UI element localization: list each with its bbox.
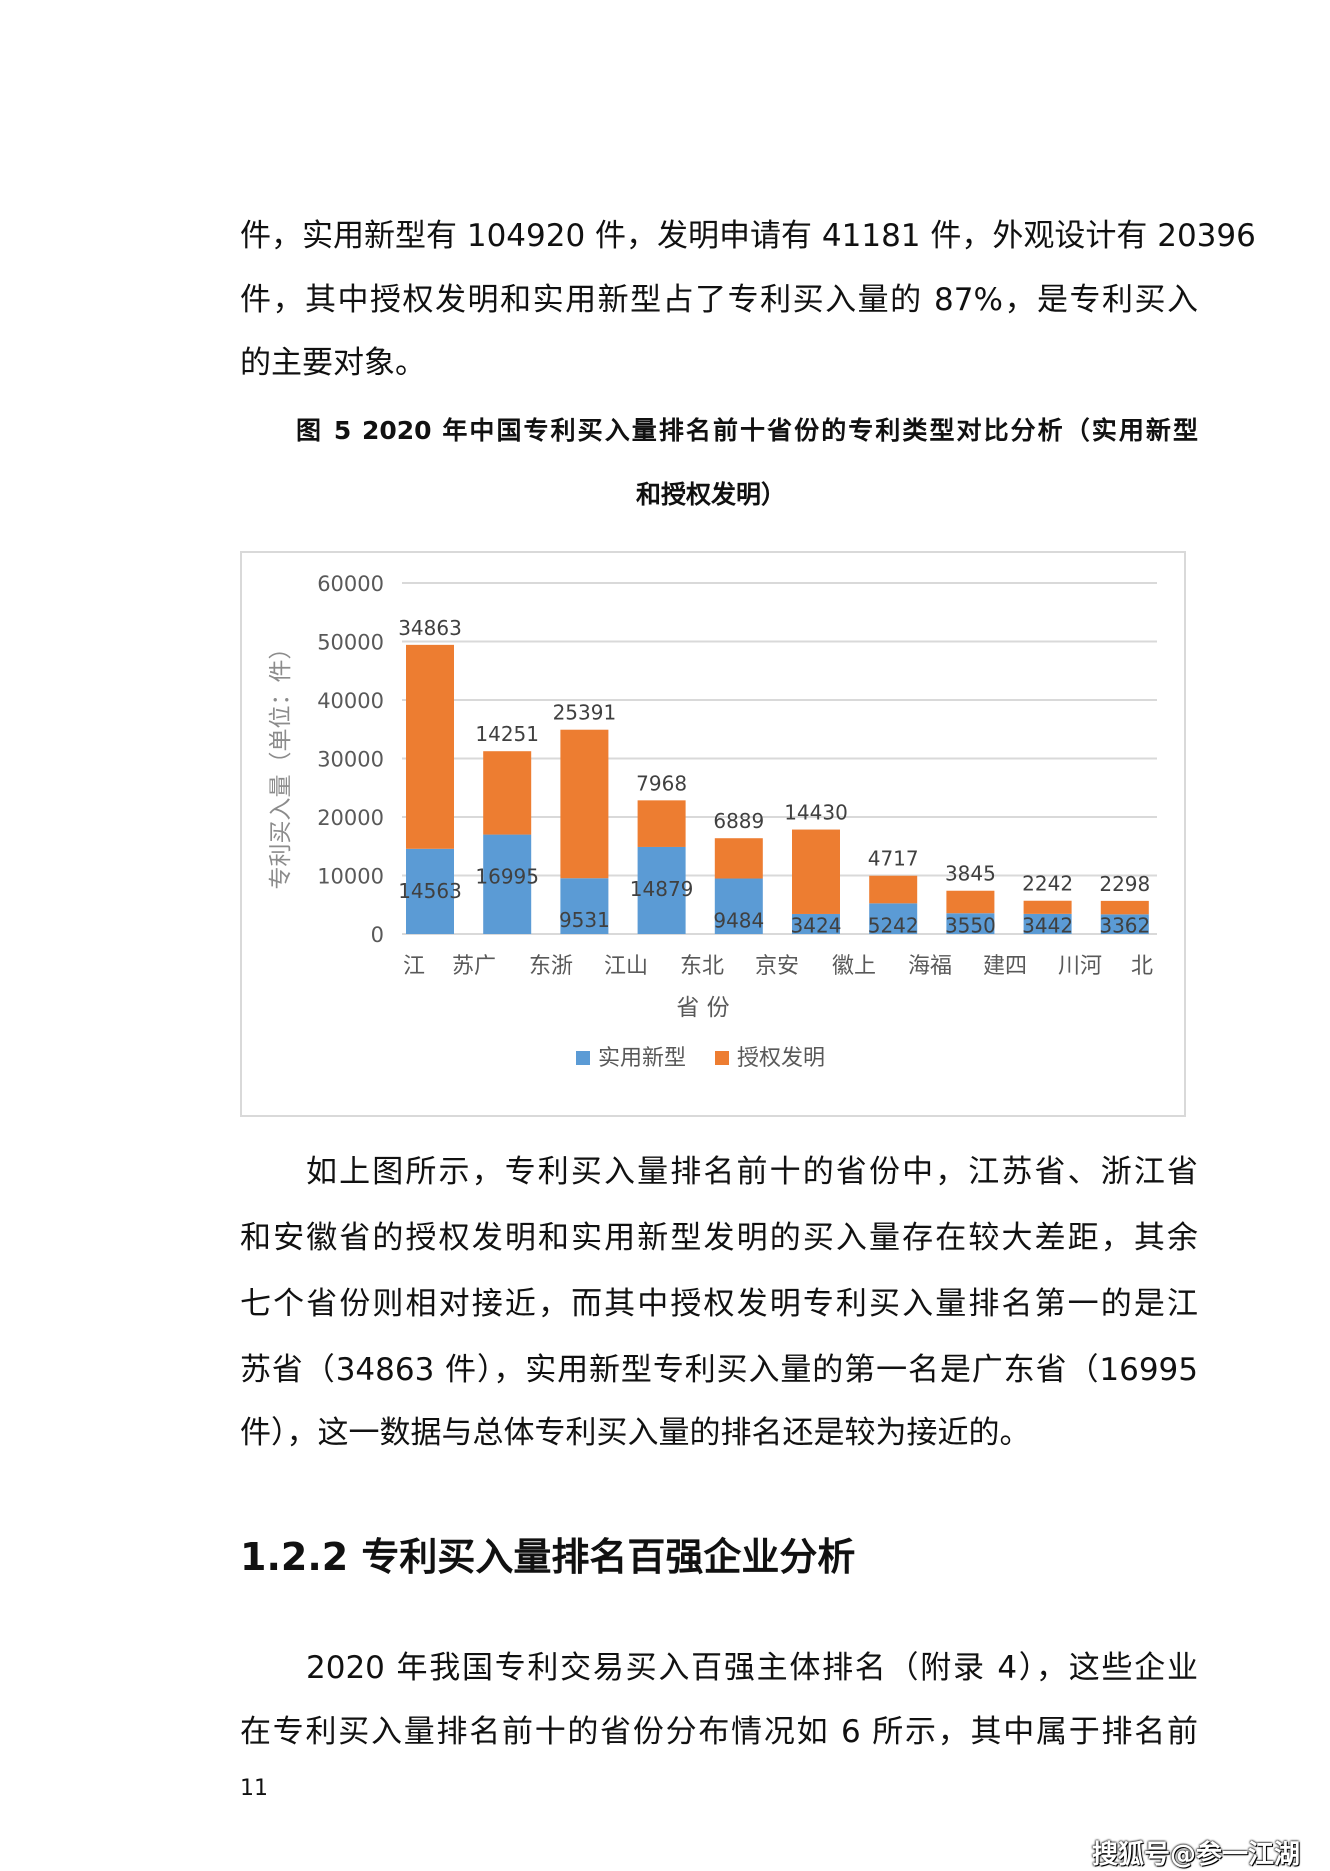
legend-swatch-utility-model (576, 1051, 590, 1065)
data-label-granted-invention: 6889 (713, 809, 764, 833)
caption-line: 和授权发明） (636, 480, 787, 509)
text-line: 件），这一数据与总体专利买入量的排名还是较为接近的。 (240, 1415, 1031, 1451)
y-tick-label: 40000 (317, 689, 384, 713)
bar-utility-model (869, 903, 918, 934)
data-label-granted-invention: 4717 (868, 847, 919, 871)
x-tick-label: 江山 (604, 954, 648, 979)
data-label-granted-invention: 14430 (784, 801, 848, 825)
x-tick-label: 海福 (908, 954, 952, 979)
text-line: 件，其中授权发明和实用新型占了专利买入量的 87%，是专利买入 (240, 282, 1198, 318)
data-label-utility-model: 3424 (791, 914, 842, 938)
data-label-utility-model: 9531 (559, 908, 610, 932)
watermark: 搜狐号@参一江湖 (1092, 1840, 1301, 1870)
data-label-granted-invention: 3845 (945, 862, 996, 886)
data-label-granted-invention: 2242 (1022, 872, 1073, 896)
data-label-granted-invention: 14251 (475, 722, 539, 746)
bar-granted-invention (483, 751, 532, 835)
data-label-granted-invention: 7968 (636, 771, 687, 795)
stacked-bar-chart: 0 10000 20000 30000 40000 50000 60000 34863 1456… (268, 572, 1157, 1071)
bar-granted-invention (714, 838, 763, 879)
page-number: 11 (240, 1776, 268, 1801)
data-label-utility-model: 16995 (475, 865, 539, 889)
bar-granted-invention (1023, 900, 1072, 914)
data-label-utility-model: 14879 (630, 877, 694, 901)
bar-utility-model (792, 913, 840, 934)
bar-granted-invention (946, 890, 995, 914)
y-axis-title: 专利买入量（单位：件） (268, 637, 294, 890)
text-line: 和安徽省的授权发明和实用新型发明的买入量存在较大差距，其余 (240, 1220, 1198, 1256)
section-heading: 1.2.2 专利买入量排名百强企业分析 (240, 1535, 856, 1579)
x-tick-label: 建四 (983, 954, 1027, 979)
y-tick-label: 0 (371, 923, 384, 947)
y-tick-label: 50000 (317, 631, 384, 655)
chart-frame: 0 10000 20000 30000 40000 50000 60000 34863 1456… (240, 551, 1186, 1117)
data-label-granted-invention: 25391 (553, 701, 617, 725)
bar-granted-invention (1100, 900, 1149, 915)
data-label-utility-model: 5242 (868, 914, 919, 938)
bar-utility-model (1100, 914, 1149, 934)
data-label-granted-invention: 34863 (398, 616, 462, 640)
x-tick-label: 东北 (680, 954, 724, 979)
bar-utility-model (714, 878, 763, 934)
text-line: 如上图所示，专利买入量排名前十的省份中，江苏省、浙江省 (306, 1154, 1198, 1190)
x-tick-label: 江 (403, 954, 425, 979)
legend-label-granted-invention: 授权发明 (737, 1046, 825, 1071)
data-label-utility-model: 14563 (398, 879, 462, 903)
bar-utility-model (483, 834, 532, 934)
bar-utility-model (560, 878, 609, 934)
bar-utility-model (637, 846, 686, 934)
bar-utility-model (946, 913, 995, 934)
x-tick-label: 徽上 (832, 954, 876, 979)
y-tick-label: 10000 (317, 865, 384, 889)
text-line: 2020 年我国专利交易买入百强主体排名（附录 4），这些企业 (306, 1650, 1198, 1686)
bar-granted-invention (560, 729, 609, 879)
text-line: 件，实用新型有 104920 件，发明申请有 41181 件，外观设计有 203… (240, 218, 1256, 254)
legend-swatch-granted-invention (715, 1051, 729, 1065)
bar-utility-model (406, 848, 454, 934)
data-label-granted-invention: 2298 (1099, 872, 1150, 896)
x-tick-label: 东浙 (529, 954, 573, 979)
y-tick-label: 20000 (317, 806, 384, 830)
bar-utility-model (1023, 913, 1072, 934)
legend-label-utility-model: 实用新型 (598, 1046, 686, 1071)
text-line: 在专利买入量排名前十的省份分布情况如 6 所示，其中属于排名前 (240, 1714, 1198, 1750)
text-line: 七个省份则相对接近，而其中授权发明专利买入量排名第一的是江 (240, 1286, 1198, 1322)
x-tick-label: 京安 (755, 954, 799, 979)
data-label-utility-model: 9484 (713, 908, 764, 932)
data-label-utility-model: 3442 (1022, 914, 1073, 938)
bar-granted-invention (406, 644, 454, 849)
x-axis-title: 省 份 (676, 995, 729, 1021)
x-tick-label: 北 (1131, 954, 1153, 979)
data-label-utility-model: 3550 (945, 914, 996, 938)
y-tick-label: 60000 (317, 572, 384, 596)
bar-granted-invention (869, 875, 918, 904)
bar-granted-invention (792, 829, 840, 914)
data-label-utility-model: 3362 (1099, 914, 1150, 938)
caption-line: 图 5 2020 年中国专利买入量排名前十省份的专利类型对比分析（实用新型 (296, 416, 1198, 445)
x-tick-label: 苏广 (452, 954, 496, 979)
x-tick-label: 川河 (1058, 954, 1102, 979)
text-line: 的主要对象。 (240, 345, 426, 381)
bar-granted-invention (637, 800, 686, 847)
text-line: 苏省（34863 件），实用新型专利买入量的第一名是广东省（16995 (240, 1352, 1198, 1388)
y-tick-label: 30000 (317, 748, 384, 772)
